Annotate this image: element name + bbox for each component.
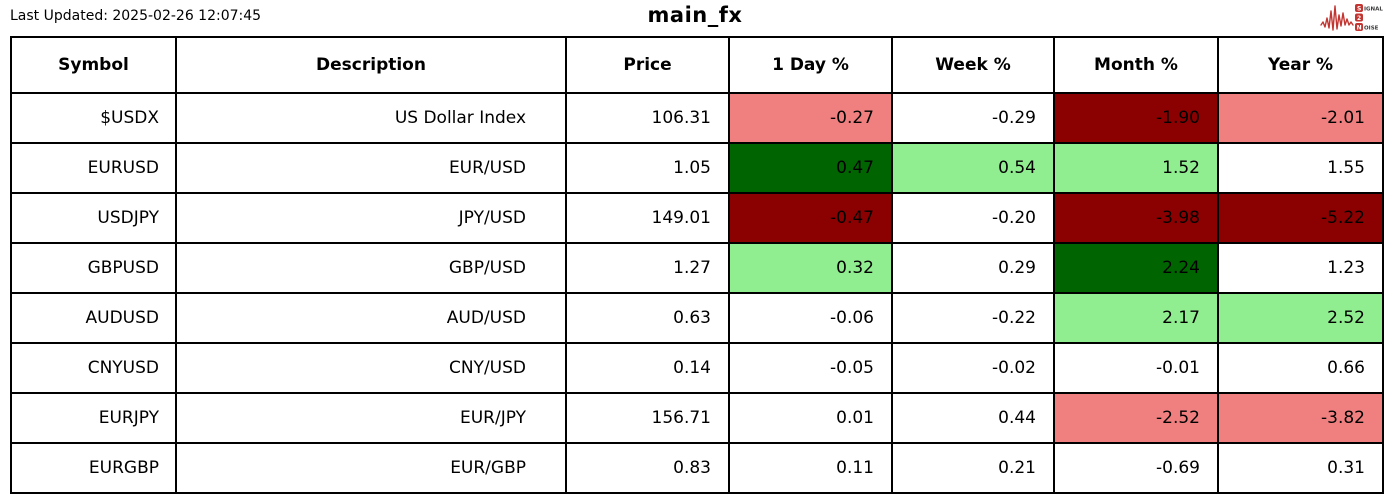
header-description: Description bbox=[175, 36, 567, 94]
table-row: EURUSD EUR/USD 1.05 0.47 0.54 1.52 1.55 bbox=[10, 142, 1384, 194]
week-pct-cell: -0.02 bbox=[891, 342, 1055, 394]
day-pct-cell: 0.01 bbox=[728, 392, 893, 444]
year-pct-cell: 0.31 bbox=[1217, 442, 1384, 494]
header-row: Symbol Description Price 1 Day % Week % … bbox=[10, 36, 1384, 94]
symbol-cell: AUDUSD bbox=[10, 292, 177, 344]
logo-letter-n: N bbox=[1357, 25, 1362, 32]
price-cell: 1.27 bbox=[565, 242, 730, 294]
symbol-cell: EURUSD bbox=[10, 142, 177, 194]
fx-table-header: Symbol Description Price 1 Day % Week % … bbox=[10, 36, 1384, 94]
month-pct-cell: -3.98 bbox=[1053, 192, 1219, 244]
table-row: AUDUSD AUD/USD 0.63 -0.06 -0.22 2.17 2.52 bbox=[10, 292, 1384, 344]
symbol-cell: EURJPY bbox=[10, 392, 177, 444]
month-pct-cell: -0.01 bbox=[1053, 342, 1219, 394]
description-cell: AUD/USD bbox=[175, 292, 567, 344]
description-cell: EUR/JPY bbox=[175, 392, 567, 444]
price-cell: 0.63 bbox=[565, 292, 730, 344]
table-row: GBPUSD GBP/USD 1.27 0.32 0.29 2.24 1.23 bbox=[10, 242, 1384, 294]
day-pct-cell: -0.05 bbox=[728, 342, 893, 394]
year-pct-cell: 0.66 bbox=[1217, 342, 1384, 394]
week-pct-cell: -0.20 bbox=[891, 192, 1055, 244]
year-pct-cell: 1.23 bbox=[1217, 242, 1384, 294]
signal2noise-logo: S IGNAL 2 N OISE bbox=[1320, 4, 1383, 32]
price-cell: 156.71 bbox=[565, 392, 730, 444]
page-title: main_fx bbox=[647, 3, 743, 27]
symbol-cell: $USDX bbox=[10, 92, 177, 144]
header-price: Price bbox=[565, 36, 730, 94]
price-cell: 0.83 bbox=[565, 442, 730, 494]
description-cell: US Dollar Index bbox=[175, 92, 567, 144]
header-month-pct: Month % bbox=[1053, 36, 1219, 94]
fx-table: Symbol Description Price 1 Day % Week % … bbox=[10, 36, 1384, 494]
header-week-pct: Week % bbox=[891, 36, 1055, 94]
table-row: $USDX US Dollar Index 106.31 -0.27 -0.29 -1.9… bbox=[10, 92, 1384, 144]
fx-table-body: $USDX US Dollar Index 106.31 -0.27 -0.29 -1.9… bbox=[10, 92, 1384, 494]
day-pct-cell: 0.11 bbox=[728, 442, 893, 494]
day-pct-cell: 0.47 bbox=[728, 142, 893, 194]
header-day-pct: 1 Day % bbox=[728, 36, 893, 94]
month-pct-cell: 1.52 bbox=[1053, 142, 1219, 194]
description-cell: GBP/USD bbox=[175, 242, 567, 294]
table-row: EURGBP EUR/GBP 0.83 0.11 0.21 -0.69 0.31 bbox=[10, 442, 1384, 494]
day-pct-cell: -0.27 bbox=[728, 92, 893, 144]
month-pct-cell: 2.24 bbox=[1053, 242, 1219, 294]
year-pct-cell: -5.22 bbox=[1217, 192, 1384, 244]
year-pct-cell: 2.52 bbox=[1217, 292, 1384, 344]
year-pct-cell: 1.55 bbox=[1217, 142, 1384, 194]
header-symbol: Symbol bbox=[10, 36, 177, 94]
description-cell: JPY/USD bbox=[175, 192, 567, 244]
header-year-pct: Year % bbox=[1217, 36, 1384, 94]
logo-letter-s: S bbox=[1357, 6, 1361, 13]
logo-text: S IGNAL 2 N OISE bbox=[1355, 4, 1383, 32]
week-pct-cell: 0.21 bbox=[891, 442, 1055, 494]
day-pct-cell: -0.47 bbox=[728, 192, 893, 244]
symbol-cell: GBPUSD bbox=[10, 242, 177, 294]
symbol-cell: EURGBP bbox=[10, 442, 177, 494]
day-pct-cell: 0.32 bbox=[728, 242, 893, 294]
year-pct-cell: -3.82 bbox=[1217, 392, 1384, 444]
description-cell: CNY/USD bbox=[175, 342, 567, 394]
symbol-cell: CNYUSD bbox=[10, 342, 177, 394]
week-pct-cell: 0.29 bbox=[891, 242, 1055, 294]
month-pct-cell: -2.52 bbox=[1053, 392, 1219, 444]
price-cell: 1.05 bbox=[565, 142, 730, 194]
week-pct-cell: 0.44 bbox=[891, 392, 1055, 444]
waveform-icon bbox=[1320, 5, 1354, 31]
description-cell: EUR/GBP bbox=[175, 442, 567, 494]
price-cell: 149.01 bbox=[565, 192, 730, 244]
table-row: EURJPY EUR/JPY 156.71 0.01 0.44 -2.52 -3.82 bbox=[10, 392, 1384, 444]
logo-number-2: 2 bbox=[1357, 15, 1361, 22]
day-pct-cell: -0.06 bbox=[728, 292, 893, 344]
last-updated-text: Last Updated: 2025-02-26 12:07:45 bbox=[10, 8, 262, 24]
week-pct-cell: -0.29 bbox=[891, 92, 1055, 144]
month-pct-cell: -0.69 bbox=[1053, 442, 1219, 494]
logo-word-noise: OISE bbox=[1364, 26, 1379, 32]
price-cell: 106.31 bbox=[565, 92, 730, 144]
week-pct-cell: -0.22 bbox=[891, 292, 1055, 344]
table-row: CNYUSD CNY/USD 0.14 -0.05 -0.02 -0.01 0.66 bbox=[10, 342, 1384, 394]
month-pct-cell: 2.17 bbox=[1053, 292, 1219, 344]
symbol-cell: USDJPY bbox=[10, 192, 177, 244]
week-pct-cell: 0.54 bbox=[891, 142, 1055, 194]
year-pct-cell: -2.01 bbox=[1217, 92, 1384, 144]
table-row: USDJPY JPY/USD 149.01 -0.47 -0.20 -3.98 -5.22 bbox=[10, 192, 1384, 244]
description-cell: EUR/USD bbox=[175, 142, 567, 194]
month-pct-cell: -1.90 bbox=[1053, 92, 1219, 144]
price-cell: 0.14 bbox=[565, 342, 730, 394]
logo-word-signal: IGNAL bbox=[1364, 7, 1383, 13]
